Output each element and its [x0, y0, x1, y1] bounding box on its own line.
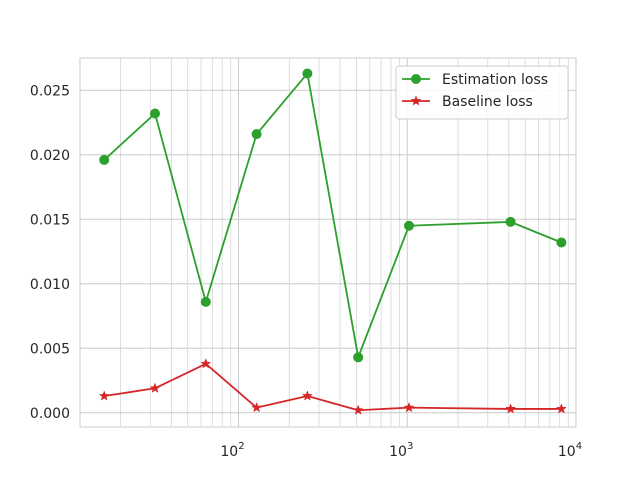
x-tick-label: 102 [220, 441, 244, 460]
y-tick-label: 0.020 [30, 148, 70, 164]
data-point [149, 382, 161, 393]
y-tick-labels: 0.000 0.005 0.010 0.015 0.020 0.025 [30, 83, 70, 422]
data-point [99, 154, 110, 165]
legend-label: Baseline loss [442, 94, 533, 110]
data-point [150, 108, 161, 119]
data-point [302, 68, 313, 79]
data-point [251, 401, 263, 413]
x-tick-labels: 102 103 104 [220, 441, 582, 460]
minor-gridlines [120, 58, 569, 427]
data-point [301, 390, 313, 401]
y-tick-label: 0.005 [30, 341, 70, 357]
data-point [505, 403, 517, 414]
series-line [104, 362, 562, 412]
data-point [505, 216, 516, 227]
data-point [555, 403, 567, 414]
data-point [200, 358, 212, 369]
data-point [403, 220, 414, 231]
data-point [352, 404, 364, 415]
x-tick-label: 104 [558, 441, 582, 460]
series-0 [99, 68, 567, 363]
series-layer [98, 68, 567, 415]
data-point [98, 390, 110, 401]
y-tick-label: 0.025 [30, 83, 70, 99]
data-point [200, 296, 211, 307]
legend: Estimation loss Baseline loss [395, 65, 569, 120]
legend-swatch-marker [410, 95, 422, 106]
data-point [403, 401, 415, 413]
y-tick-label: 0.000 [30, 406, 70, 422]
x-tick-label: 103 [389, 441, 413, 460]
data-point [556, 237, 567, 248]
data-point [251, 129, 262, 140]
plot-frame [79, 57, 577, 428]
y-tick-label: 0.010 [30, 277, 70, 293]
y-tick-label: 0.015 [30, 212, 70, 228]
legend-box [395, 65, 569, 120]
data-point [353, 352, 364, 363]
legend-swatch-marker [411, 74, 421, 84]
legend-label: Estimation loss [442, 72, 548, 88]
series-1 [98, 358, 567, 415]
